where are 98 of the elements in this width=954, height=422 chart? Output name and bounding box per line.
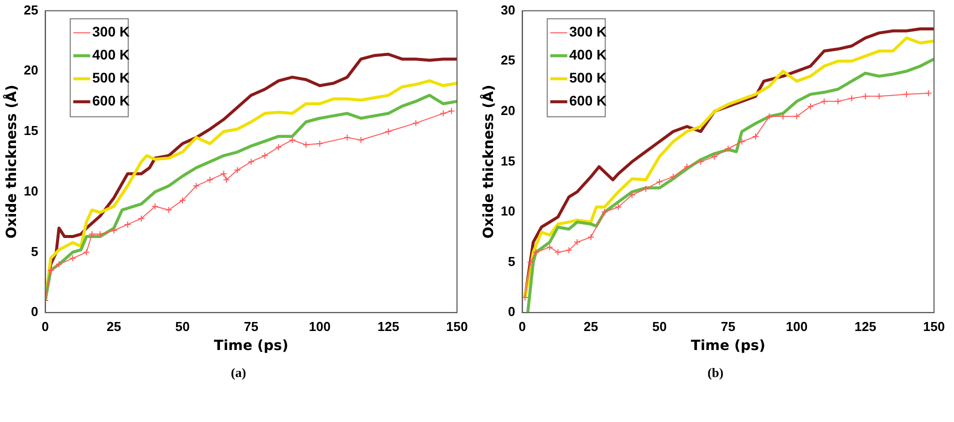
x-axis-title: Time (ps) xyxy=(690,338,766,354)
point xyxy=(124,220,132,228)
y-tick-label: 10 xyxy=(500,204,516,219)
point xyxy=(820,98,828,105)
y-tick-label: 0 xyxy=(31,304,38,320)
point xyxy=(574,238,581,246)
x-tick-label: 150 xyxy=(923,318,945,334)
point xyxy=(344,134,351,142)
point xyxy=(766,112,773,120)
x-tick-label: 100 xyxy=(786,318,808,334)
text: (a) xyxy=(230,365,248,381)
point xyxy=(614,203,622,210)
point xyxy=(752,133,760,140)
point xyxy=(206,176,214,184)
point xyxy=(601,208,608,216)
point xyxy=(261,152,268,160)
legend-label: 300 K xyxy=(569,24,607,40)
y-tick-label: 20 xyxy=(500,102,516,118)
x-tick-label: 0 xyxy=(42,318,49,334)
legend-label: 500 K xyxy=(92,70,130,86)
legend-label: 600 K xyxy=(92,92,130,109)
point xyxy=(152,202,159,210)
point xyxy=(587,234,594,241)
point xyxy=(165,206,172,214)
point xyxy=(546,244,554,251)
point xyxy=(222,176,230,184)
y-tick-label: 15 xyxy=(500,153,516,168)
point xyxy=(793,112,800,120)
point xyxy=(69,254,76,262)
point xyxy=(532,248,540,256)
point xyxy=(656,178,664,186)
point xyxy=(192,182,200,190)
x-tick-label: 75 xyxy=(244,318,258,334)
legend-label: 600 K xyxy=(569,92,607,109)
point xyxy=(234,166,241,174)
x-tick-label: 25 xyxy=(106,318,122,334)
point xyxy=(724,145,732,152)
x-tick-label: 50 xyxy=(175,318,190,334)
point xyxy=(565,246,572,254)
point xyxy=(302,141,310,148)
point xyxy=(697,158,704,166)
point xyxy=(683,163,690,170)
y-axis-title: Oxide thickness (Å) xyxy=(3,84,20,239)
y-tick-label: 15 xyxy=(24,123,38,138)
point xyxy=(316,140,324,148)
point xyxy=(138,214,145,222)
point xyxy=(55,260,62,268)
point xyxy=(710,153,718,160)
y-tick-label: 5 xyxy=(508,254,516,269)
point xyxy=(47,266,54,274)
point xyxy=(275,144,282,151)
y-tick-label: 20 xyxy=(24,62,38,78)
y-tick-label: 0 xyxy=(508,304,516,320)
point xyxy=(806,102,814,110)
point xyxy=(628,191,636,198)
point xyxy=(88,230,96,238)
x-axis-title: Time (ps) xyxy=(214,338,288,354)
point xyxy=(526,258,534,266)
point xyxy=(848,94,856,102)
point xyxy=(554,248,562,256)
point xyxy=(179,196,186,204)
y-tick-label: 10 xyxy=(24,183,38,198)
legend-label: 400 K xyxy=(92,46,130,63)
point xyxy=(248,158,255,166)
point xyxy=(220,170,228,178)
y-tick-label: 30 xyxy=(500,2,516,18)
point xyxy=(876,92,883,100)
y-tick-label: 25 xyxy=(24,2,38,18)
point xyxy=(903,90,910,98)
point xyxy=(738,138,746,146)
point xyxy=(862,92,869,100)
x-tick-label: 150 xyxy=(446,318,468,334)
point xyxy=(412,120,420,127)
legend-label: 300 K xyxy=(92,24,130,40)
legend-label: 500 K xyxy=(569,70,607,86)
point xyxy=(384,128,392,136)
point xyxy=(670,173,677,180)
point xyxy=(110,227,118,234)
point xyxy=(642,185,650,192)
text: (b) xyxy=(706,365,724,381)
point xyxy=(440,110,447,117)
point xyxy=(288,136,296,144)
point xyxy=(357,136,364,144)
x-tick-label: 125 xyxy=(854,318,876,334)
point xyxy=(96,230,104,238)
x-tick-label: 125 xyxy=(378,318,400,334)
y-axis-title: Oxide thickness (Å) xyxy=(480,84,498,239)
x-tick-label: 75 xyxy=(720,318,736,334)
x-tick-label: 50 xyxy=(652,318,667,334)
y-tick-label: 25 xyxy=(500,52,516,68)
point xyxy=(780,112,787,120)
point xyxy=(834,98,842,105)
legend-label: 400 K xyxy=(569,46,607,63)
point xyxy=(82,248,90,256)
x-tick-label: 100 xyxy=(308,318,331,334)
x-tick-label: 0 xyxy=(518,318,526,334)
y-tick-label: 5 xyxy=(31,244,38,259)
x-tick-label: 25 xyxy=(584,318,598,334)
